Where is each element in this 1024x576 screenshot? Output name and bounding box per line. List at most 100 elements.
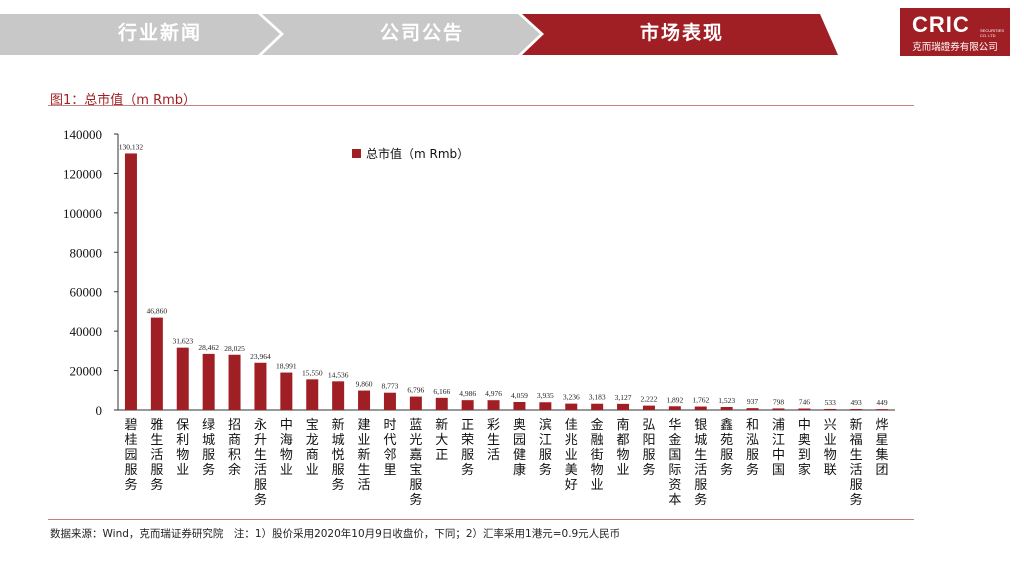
category-label: 建业新生活 [358, 418, 371, 493]
bar [720, 406, 733, 410]
category-label: 保利物业 [176, 418, 189, 478]
source-divider [48, 519, 914, 520]
category-label: 新大正 [435, 417, 448, 463]
tab-news[interactable]: 行业新闻 [118, 22, 203, 44]
bar-value-label: 18,991 [276, 362, 297, 371]
bar-value-label: 937 [747, 397, 759, 406]
y-tick-label: 140000 [63, 127, 102, 142]
bar-value-label: 4,976 [485, 389, 502, 398]
category-label: 银城生活服务 [694, 418, 707, 508]
bar [668, 406, 681, 410]
bar [824, 408, 837, 410]
category-label: 正荣服务 [461, 418, 474, 478]
title-divider [48, 105, 914, 106]
y-tick-label: 0 [96, 403, 103, 418]
bar-value-label: 493 [851, 398, 863, 407]
bar-value-label: 28,025 [224, 344, 245, 353]
bar-value-label: 4,059 [511, 391, 528, 400]
bar [617, 403, 630, 410]
bar [435, 397, 448, 410]
bar-value-label: 1,762 [692, 396, 709, 405]
bar-value-label: 6,166 [433, 387, 450, 396]
category-label: 中海物业 [280, 418, 293, 478]
bar [358, 390, 371, 410]
bar [409, 396, 422, 410]
category-label: 南都物业 [617, 417, 630, 478]
company-logo: CRIC SECURITIES CO. LTD 克而瑞證券有限公司 [900, 8, 1010, 56]
bar-value-label: 6,796 [407, 386, 424, 395]
figure-title: 图1：总市值（m Rmb） [50, 93, 197, 108]
bar [176, 347, 189, 410]
category-label: 新福生活服务 [850, 417, 863, 508]
bar [772, 408, 785, 410]
bar-value-label: 1,523 [718, 396, 735, 405]
category-label: 奥园健康 [513, 418, 526, 478]
bar [513, 401, 526, 410]
y-tick-label: 40000 [70, 324, 103, 339]
bar [254, 362, 267, 410]
bar [280, 372, 293, 410]
bar-value-label: 31,623 [172, 337, 193, 346]
legend-swatch [352, 149, 361, 158]
tab-shape-announcements[interactable] [262, 14, 540, 55]
category-label: 浦江中国 [772, 418, 785, 478]
bar [746, 408, 759, 410]
category-label: 烨星集团 [876, 418, 889, 478]
y-tick-label: 120000 [63, 166, 102, 181]
bar-value-label: 4,986 [459, 389, 476, 398]
category-label: 金融街物业 [591, 417, 604, 493]
bar-value-label: 28,462 [198, 343, 219, 352]
category-label: 鑫苑服务 [720, 417, 733, 478]
category-label: 永升生活服务 [254, 418, 267, 508]
bar-value-label: 798 [773, 397, 785, 406]
category-label: 时代邻里 [383, 418, 396, 478]
category-label: 雅生活服务 [150, 418, 163, 493]
bar-value-label: 449 [876, 398, 888, 407]
bar [228, 354, 241, 410]
bar-value-label: 8,773 [382, 382, 399, 391]
bar-value-label: 3,236 [563, 393, 580, 402]
bar [642, 405, 655, 410]
category-label: 彩生活 [487, 418, 500, 463]
bar [332, 381, 345, 410]
bar-value-label: 746 [799, 398, 811, 407]
category-label: 招商积余 [228, 418, 241, 478]
bar-value-label: 15,550 [302, 368, 323, 377]
category-label: 滨江服务 [539, 417, 552, 478]
category-label: 佳兆业美好 [565, 418, 578, 493]
y-tick-label: 60000 [70, 285, 103, 300]
category-label: 兴业物联 [824, 418, 837, 478]
tab-market-performance[interactable]: 市场表现 [640, 22, 725, 44]
logo-brand: CRIC [912, 12, 970, 37]
bar [798, 408, 811, 410]
tab-shape-market[interactable] [522, 14, 838, 55]
bar-value-label: 9,860 [356, 380, 373, 389]
bar-value-label: 46,860 [147, 307, 168, 316]
y-tick-label: 100000 [63, 206, 102, 221]
bar [383, 392, 396, 410]
bar [694, 406, 707, 410]
legend-label: 总市值（m Rmb） [366, 146, 469, 161]
logo-subtext: SECURITIES CO. LTD [980, 28, 1005, 38]
tab-shape-news[interactable] [0, 14, 280, 55]
bar-value-label: 130,132 [119, 142, 144, 151]
bar [150, 317, 163, 410]
tab-bar: 行业新闻 公司公告 市场表现 [0, 0, 860, 70]
category-label: 华金国际资本 [668, 418, 681, 508]
bar [487, 400, 500, 410]
tab-announcements[interactable]: 公司公告 [380, 22, 465, 44]
bar [124, 153, 137, 411]
category-label: 和泓服务 [746, 418, 759, 478]
category-label: 绿城服务 [202, 418, 215, 478]
bar [539, 402, 552, 410]
bar [850, 409, 863, 410]
bar [306, 379, 319, 410]
bar-value-label: 2,222 [641, 395, 658, 404]
bar-value-label: 3,935 [537, 391, 554, 400]
bar-value-label: 3,183 [589, 393, 606, 402]
category-label: 中奥到家 [798, 418, 811, 478]
bar-value-label: 3,127 [615, 393, 632, 402]
bar [461, 400, 474, 410]
bar-value-label: 23,964 [250, 352, 271, 361]
y-tick-label: 80000 [70, 245, 103, 260]
